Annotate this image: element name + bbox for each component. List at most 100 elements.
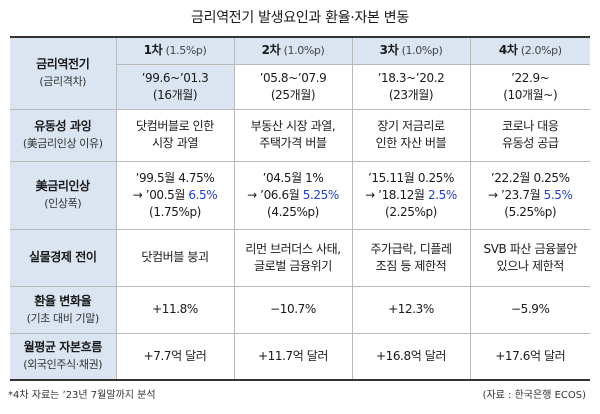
cell-line: 유동성 공급 — [501, 136, 559, 150]
cell-line: 장기 저금리로 — [377, 119, 445, 133]
fx-cell: −5.9% — [469, 285, 590, 334]
period-cell: ’05.8~’07.9 (25개월) — [233, 63, 353, 110]
us-rate-cell: ’04.5월 1% → ’06.6월 5.25% (4.25%p) — [233, 160, 353, 230]
period-months: (23개월) — [388, 87, 434, 102]
us-rate-cell: ’15.11월 0.25% → ’18.12월 2.5% (2.25%p) — [351, 160, 471, 230]
rate-start: ’15.11월 0.25% — [368, 170, 454, 185]
column-gap: (2.0%p) — [520, 44, 562, 58]
column-header-2: 2차 (1.0%p) — [233, 36, 353, 65]
cell-line: 주가급락, 디플레 — [370, 241, 452, 256]
column-label: 2차 — [261, 43, 281, 58]
cell-line: SVB 파산 금융불안 — [483, 241, 578, 256]
rate-delta: (1.75%p) — [149, 204, 201, 219]
cell-line: 인한 자산 버블 — [375, 136, 447, 150]
capital-cell: +16.8억 달러 — [351, 332, 471, 381]
us-rate-cell: ’22.2월 0.25% → ’23.7월 5.5% (5.25%p) — [469, 160, 590, 230]
fx-cell: +12.3% — [351, 285, 471, 334]
row-header-us-rate: 美금리인상 (인상폭) — [10, 160, 117, 230]
row-label: 실물경제 전이 — [28, 250, 97, 264]
real-economy-row: 실물경제 전이 닷컴버블 붕괴 리먼 브러더스 사태, 글로벌 금융위기 주가급락… — [10, 228, 590, 287]
cell-line: 부동산 시장 과열, — [250, 119, 336, 133]
rate-end-line: → ’23.7월 5.5% — [474, 187, 588, 204]
real-economy-cell: 닷컴버블 붕괴 — [115, 228, 235, 287]
source-note: (자료 : 한국은행 ECOS) — [482, 390, 586, 401]
fx-cell: +11.8% — [115, 285, 235, 334]
cell-line: 조짐 등 제한적 — [375, 258, 447, 273]
row-sub: (인상폭) — [44, 197, 82, 210]
footnote: *4차 자료는 ’23년 7월말까지 분석 — [8, 390, 156, 401]
rate-end-line: → ’00.5월 6.5% — [120, 187, 231, 204]
period-range: ’99.6~’01.3 — [141, 70, 209, 85]
rate-arrow: → ’00.5월 — [132, 187, 186, 202]
rate-end-line: → ’18.12월 2.5% — [356, 187, 467, 204]
period-cell: ’18.3~’20.2 (23개월) — [351, 63, 471, 110]
column-header-4: 4차 (2.0%p) — [469, 36, 590, 65]
capital-cell: +17.6억 달러 — [469, 332, 590, 381]
row-sub: (기초 대비 기말) — [26, 311, 100, 325]
table-title: 금리역전기 발생요인과 환율·자본 변동 — [191, 10, 409, 26]
comparison-table: 금리역전기 (금리격차) 1차 (1.5%p) 2차 (1.0%p) 3차 (1… — [10, 36, 590, 381]
fx-row: 환율 변화율 (기초 대비 기말) +11.8% −10.7% +12.3% −… — [10, 285, 590, 334]
cell-line: 주택가격 버블 — [259, 136, 327, 150]
period-range: ’18.3~’20.2 — [377, 70, 445, 85]
row-header-fx: 환율 변화율 (기초 대비 기말) — [10, 285, 117, 334]
us-rate-row: 美금리인상 (인상폭) ’99.5월 4.75% → ’00.5월 6.5% (… — [10, 160, 590, 230]
row-sub: (외국인주식·채권) — [23, 358, 103, 372]
column-header-3: 3차 (1.0%p) — [351, 36, 471, 65]
column-header-1: 1차 (1.5%p) — [115, 36, 235, 65]
row-sub: (美금리인상 이유) — [22, 137, 103, 150]
cell-line: 리먼 브러더스 사태, — [245, 241, 341, 256]
row-label: 환율 변화율 — [34, 293, 92, 308]
capital-row: 월평균 자본흐름 (외국인주식·채권) +7.7억 달러 +11.7억 달러 +… — [10, 332, 590, 381]
rate-end-value: 2.5% — [428, 187, 457, 202]
cell-line: 닷컴버블로 인한 — [136, 119, 214, 133]
fx-cell: −10.7% — [233, 285, 353, 334]
rate-arrow: → ’06.6월 — [247, 187, 300, 202]
period-cell: ’99.6~’01.3 (16개월) — [116, 63, 235, 110]
rate-delta: (2.25%p) — [385, 204, 437, 219]
period-months: (25개월) — [270, 87, 316, 102]
period-months: (16개월) — [152, 87, 198, 102]
cell-line: 닷컴버블 붕괴 — [141, 250, 209, 264]
period-months: (10개월~) — [503, 87, 558, 102]
rate-arrow: → ’23.7월 — [487, 187, 541, 202]
rate-delta: (5.25%p) — [504, 204, 557, 219]
period-cell: ’22.9~ (10개월~) — [469, 63, 590, 110]
row-label: 월평균 자본흐름 — [23, 340, 103, 355]
rate-start: ’99.5월 4.75% — [135, 170, 215, 185]
header-row: 금리역전기 (금리격차) 1차 (1.5%p) 2차 (1.0%p) 3차 (1… — [10, 36, 590, 110]
column-label: 4차 — [498, 43, 518, 58]
column-gap: (1.0%p) — [283, 44, 325, 58]
row-label: 유동성 과잉 — [34, 119, 92, 133]
rate-end-value: 6.5% — [188, 187, 218, 202]
rate-end-value: 5.5% — [543, 187, 573, 202]
rate-delta: (4.25%p) — [267, 204, 319, 219]
row-header-liquidity: 유동성 과잉 (美금리인상 이유) — [10, 108, 117, 162]
corner-label: 금리역전기 — [36, 57, 90, 72]
column-gap: (1.5%p) — [165, 44, 207, 58]
real-economy-cell: 리먼 브러더스 사태, 글로벌 금융위기 — [233, 228, 353, 287]
capital-cell: +7.7억 달러 — [115, 332, 235, 381]
cell-line: 글로벌 금융위기 — [254, 258, 332, 273]
liquidity-cell: 부동산 시장 과열, 주택가격 버블 — [233, 108, 353, 162]
corner-header: 금리역전기 (금리격차) — [10, 36, 117, 110]
corner-sub: (금리격차) — [39, 75, 87, 89]
row-label: 美금리인상 — [35, 179, 91, 193]
cell-line: 있으나 제한적 — [496, 258, 565, 273]
column-gap: (1.0%p) — [401, 44, 443, 58]
capital-cell: +11.7억 달러 — [233, 332, 353, 381]
cell-line: 시장 과열 — [152, 136, 198, 150]
rate-start: ’22.2월 0.25% — [490, 170, 570, 185]
column-label: 1차 — [143, 43, 163, 58]
rate-arrow: → ’18.12월 — [365, 187, 425, 202]
row-header-real-economy: 실물경제 전이 — [10, 228, 117, 287]
period-range: ’05.8~’07.9 — [259, 70, 327, 85]
cell-line: 코로나 대응 — [501, 119, 559, 133]
rate-start: ’04.5월 1% — [262, 170, 324, 185]
